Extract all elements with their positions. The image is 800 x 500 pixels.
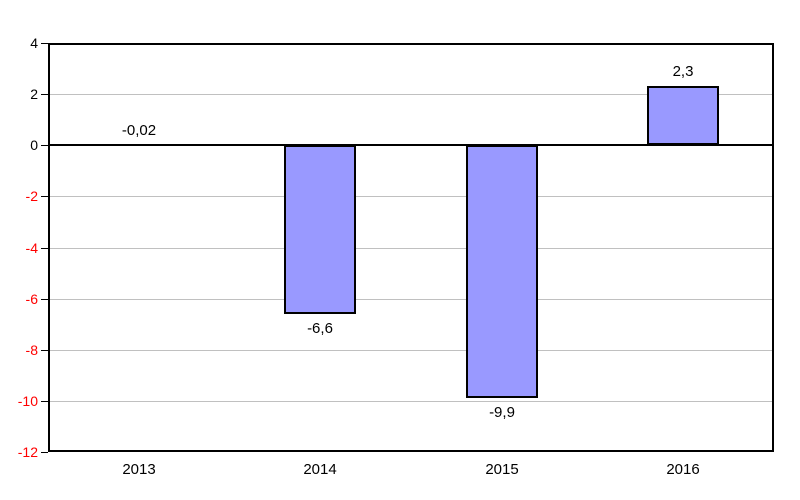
gridline bbox=[50, 196, 772, 197]
gridline bbox=[50, 401, 772, 402]
zero-axis-line bbox=[48, 144, 774, 146]
bar-value-label: -9,9 bbox=[489, 404, 515, 421]
bar-value-label: -0,02 bbox=[121, 122, 157, 139]
y-axis-tick bbox=[41, 145, 48, 146]
y-axis-tick bbox=[41, 401, 48, 402]
x-axis-category-label: 2016 bbox=[666, 461, 700, 478]
y-axis-tick-label: -8 bbox=[25, 342, 38, 358]
gridline bbox=[50, 248, 772, 249]
gridline bbox=[50, 94, 772, 95]
bar bbox=[466, 145, 538, 398]
y-axis-tick bbox=[41, 248, 48, 249]
y-axis-tick-label: 4 bbox=[30, 35, 38, 51]
x-axis-category-label: 2013 bbox=[122, 461, 156, 478]
y-axis-tick bbox=[41, 299, 48, 300]
y-axis-tick-label: -2 bbox=[25, 188, 38, 204]
bar bbox=[284, 145, 356, 314]
y-axis-tick-label: -10 bbox=[17, 393, 38, 409]
bar-value-label: -6,6 bbox=[307, 320, 333, 337]
y-axis-tick bbox=[41, 452, 48, 453]
y-axis-tick bbox=[41, 94, 48, 95]
y-axis-tick-label: 2 bbox=[30, 86, 38, 102]
gridline bbox=[50, 350, 772, 351]
gridline bbox=[50, 299, 772, 300]
bar bbox=[647, 86, 719, 145]
y-axis-tick bbox=[41, 43, 48, 44]
y-axis-tick bbox=[41, 350, 48, 351]
y-axis-tick-label: -12 bbox=[17, 444, 38, 460]
x-axis-category-label: 2014 bbox=[303, 461, 337, 478]
y-axis-tick-label: -4 bbox=[25, 240, 38, 256]
y-axis-tick bbox=[41, 196, 48, 197]
x-axis-category-label: 2015 bbox=[485, 461, 519, 478]
bar-value-label: 2,3 bbox=[672, 63, 694, 80]
y-axis-tick-label: -6 bbox=[25, 291, 38, 307]
y-axis-tick-label: 0 bbox=[30, 137, 38, 153]
